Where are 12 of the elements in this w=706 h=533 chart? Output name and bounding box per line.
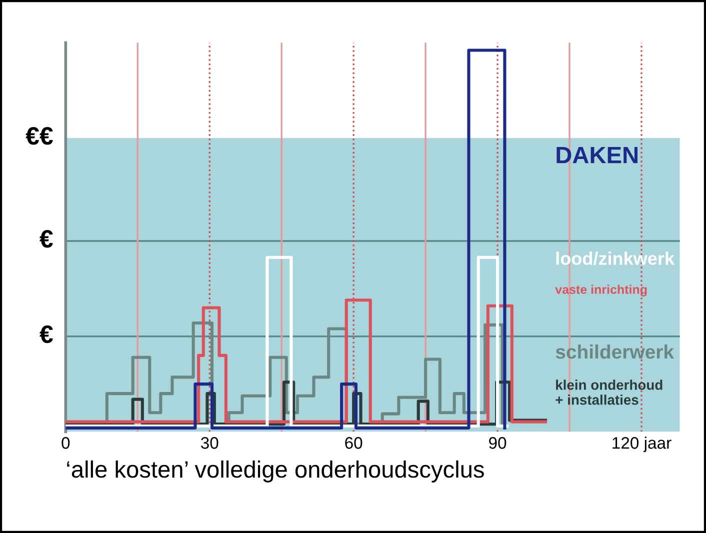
ref-line-label: € bbox=[40, 230, 53, 248]
x-tick-label: 30 bbox=[200, 437, 218, 449]
text: DAKEN bbox=[556, 146, 638, 164]
ref-line-label: € bbox=[40, 325, 53, 344]
text: vaste inrichting bbox=[555, 284, 647, 296]
x-tick-label: 120 jaar bbox=[612, 436, 672, 452]
x-tick-label: 90 bbox=[489, 437, 506, 449]
x-tick-label: 60 bbox=[345, 437, 362, 449]
series-label: klein onderhoud + installaties bbox=[556, 380, 662, 405]
x-tick-label: 0 bbox=[62, 437, 70, 449]
x-axis-title: ‘alle kosten’ volledige onderhoudscyclus bbox=[67, 460, 484, 482]
band-label: €€ bbox=[26, 127, 53, 145]
